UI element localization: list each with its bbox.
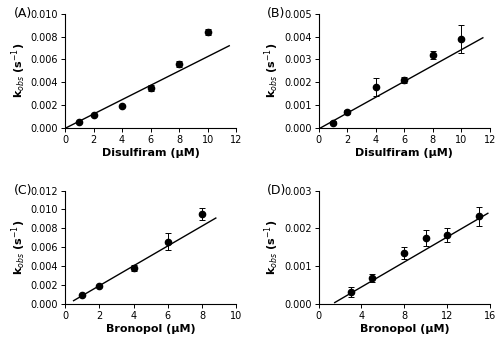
Y-axis label: k$_{obs}$ (s$^{-1}$): k$_{obs}$ (s$^{-1}$) xyxy=(262,220,281,275)
Text: (D): (D) xyxy=(267,184,286,197)
X-axis label: Disulfiram (μM): Disulfiram (μM) xyxy=(102,147,200,157)
Text: (C): (C) xyxy=(14,184,32,197)
Y-axis label: k$_{obs}$ (s$^{-1}$): k$_{obs}$ (s$^{-1}$) xyxy=(9,43,28,98)
Y-axis label: k$_{obs}$ (s$^{-1}$): k$_{obs}$ (s$^{-1}$) xyxy=(262,43,281,98)
X-axis label: Bronopol (μM): Bronopol (μM) xyxy=(106,324,196,334)
Text: (B): (B) xyxy=(267,7,285,20)
X-axis label: Disulfiram (μM): Disulfiram (μM) xyxy=(356,147,454,157)
X-axis label: Bronopol (μM): Bronopol (μM) xyxy=(360,324,449,334)
Text: (A): (A) xyxy=(14,7,32,20)
Y-axis label: k$_{obs}$ (s$^{-1}$): k$_{obs}$ (s$^{-1}$) xyxy=(9,220,28,275)
